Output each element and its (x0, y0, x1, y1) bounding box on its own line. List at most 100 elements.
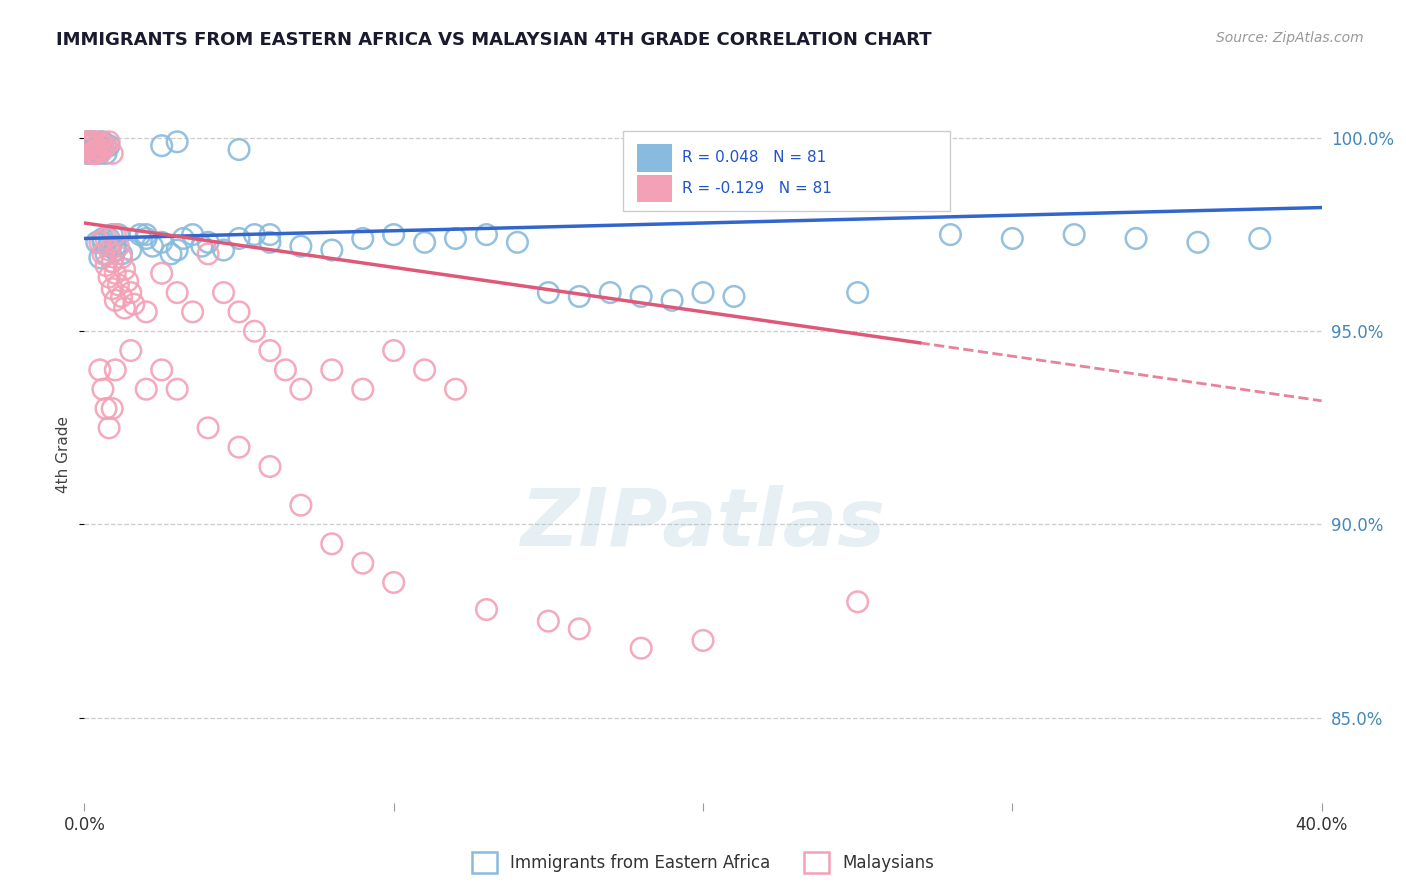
Point (83, 135, 105, 149)
Point (506, 235, 529, 250)
Point (259, 343, 281, 358)
Point (135, 227, 157, 242)
Point (135, 305, 157, 319)
Point (94, 231, 117, 245)
Text: R = 0.048   N = 81: R = 0.048 N = 81 (682, 151, 827, 165)
Point (135, 382, 157, 396)
Point (352, 382, 374, 396)
Point (101, 401, 124, 416)
Point (166, 285, 188, 300)
Point (79, 135, 101, 149)
Point (290, 498, 312, 512)
Point (79, 135, 101, 149)
Point (160, 247, 183, 261)
Point (114, 301, 136, 315)
Point (89, 251, 111, 265)
Point (110, 247, 132, 261)
Point (150, 235, 173, 250)
Point (846, 285, 869, 300)
Point (846, 595, 869, 609)
Point (89, 135, 111, 149)
Point (104, 243, 127, 257)
Point (568, 289, 591, 303)
Point (104, 293, 127, 308)
Point (129, 227, 152, 242)
Point (86, 143, 108, 157)
Point (166, 382, 188, 396)
Point (86, 235, 108, 250)
Point (94, 247, 117, 261)
Point (91, 382, 114, 396)
Point (101, 227, 124, 242)
Point (98, 135, 121, 149)
Point (83, 143, 105, 157)
Point (212, 243, 235, 257)
Point (101, 282, 124, 296)
Point (76, 146, 98, 161)
Point (98, 421, 121, 435)
Point (537, 285, 560, 300)
Point (228, 143, 250, 157)
Point (150, 138, 173, 153)
Point (120, 285, 142, 300)
Point (212, 285, 235, 300)
Point (76, 143, 98, 157)
Point (79, 138, 101, 153)
Point (83, 146, 105, 161)
Point (76, 138, 98, 153)
Point (197, 235, 219, 250)
Point (630, 641, 652, 656)
Point (104, 227, 127, 242)
Point (166, 243, 188, 257)
Point (568, 622, 591, 636)
Point (475, 227, 498, 242)
Point (1187, 235, 1209, 250)
Point (98, 138, 121, 153)
Point (86, 143, 108, 157)
Point (94, 401, 117, 416)
Point (382, 227, 405, 242)
Point (150, 266, 173, 280)
Point (444, 382, 467, 396)
Point (444, 231, 467, 245)
Point (692, 633, 714, 648)
Point (91, 138, 114, 153)
FancyBboxPatch shape (623, 131, 950, 211)
Point (475, 602, 498, 616)
Point (89, 138, 111, 153)
Point (290, 382, 312, 396)
Point (89, 235, 111, 250)
Point (98, 239, 121, 253)
Point (166, 135, 188, 149)
Point (352, 556, 374, 570)
Point (91, 143, 114, 157)
Point (120, 243, 142, 257)
Point (76, 138, 98, 153)
Point (1125, 231, 1147, 245)
Point (135, 231, 157, 245)
Point (228, 231, 250, 245)
Point (94, 259, 117, 273)
Text: IMMIGRANTS FROM EASTERN AFRICA VS MALAYSIAN 4TH GRADE CORRELATION CHART: IMMIGRANTS FROM EASTERN AFRICA VS MALAYS… (56, 31, 932, 49)
Point (197, 247, 219, 261)
Point (89, 146, 111, 161)
Text: Source: ZipAtlas.com: Source: ZipAtlas.com (1216, 31, 1364, 45)
Point (382, 575, 405, 590)
Point (76, 135, 98, 149)
Point (181, 305, 204, 319)
Point (89, 363, 111, 377)
Point (723, 289, 745, 303)
Point (86, 138, 108, 153)
Point (274, 363, 297, 377)
Point (243, 227, 266, 242)
Point (91, 143, 114, 157)
Point (321, 243, 343, 257)
Point (107, 239, 129, 253)
Text: ZIPatlas: ZIPatlas (520, 485, 886, 564)
Legend: Immigrants from Eastern Africa, Malaysians: Immigrants from Eastern Africa, Malaysia… (465, 846, 941, 880)
Point (599, 285, 621, 300)
Point (76, 135, 98, 149)
Point (228, 440, 250, 454)
Point (172, 231, 194, 245)
Point (79, 143, 101, 157)
